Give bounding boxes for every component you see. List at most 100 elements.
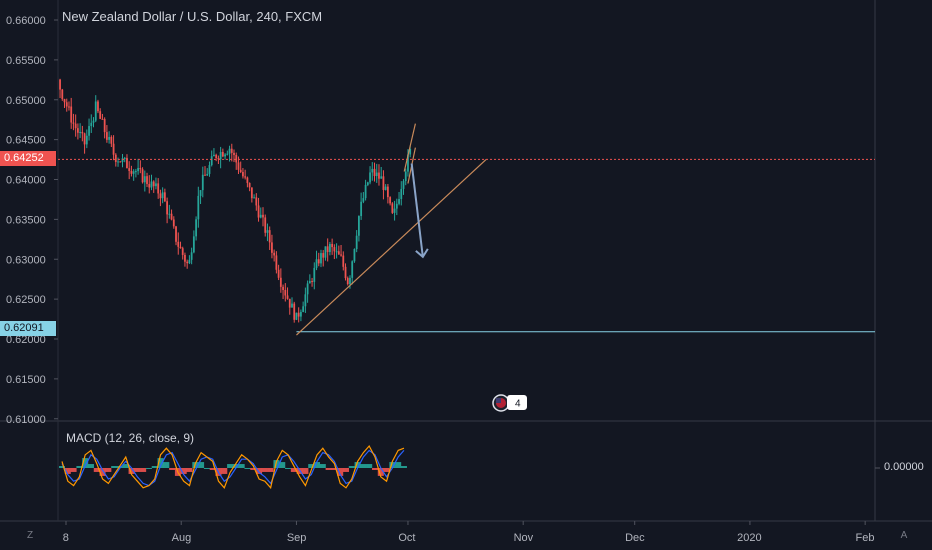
candle-body — [217, 158, 220, 160]
macd-histogram-bar — [87, 464, 94, 468]
event-flag-icon[interactable]: 4 — [491, 393, 529, 413]
candle-body — [355, 235, 358, 250]
support-price-tag: 0.62091 — [0, 321, 56, 336]
macd-histogram-bar — [244, 468, 251, 469]
macd-histogram-bar — [157, 458, 164, 468]
candle-body — [386, 186, 389, 198]
candle-body — [333, 247, 336, 252]
macd-histogram-bar — [163, 462, 170, 468]
candle-body — [90, 122, 93, 127]
macd-histogram-bar — [337, 468, 344, 476]
candle-body — [228, 148, 231, 154]
candle-body — [389, 197, 392, 204]
candle-body — [166, 201, 169, 215]
candle-body — [159, 193, 162, 199]
candle-body — [284, 289, 287, 296]
candle-body — [349, 277, 351, 285]
wedge-line — [403, 123, 416, 172]
candle-body — [291, 303, 293, 308]
candle-body — [273, 252, 276, 256]
candle-body — [219, 151, 222, 160]
candle-body — [306, 283, 309, 295]
candle-body — [250, 187, 253, 199]
candle-body — [92, 120, 95, 123]
candle-body — [99, 111, 102, 119]
candle-body — [94, 101, 97, 121]
candle-body — [382, 176, 385, 190]
candle-body — [224, 154, 226, 157]
candle-body — [226, 153, 229, 155]
candle-body — [119, 161, 122, 163]
candle-body — [322, 253, 325, 258]
candle-body — [137, 167, 140, 172]
macd-histogram-bar — [227, 464, 234, 468]
macd-histogram-bar — [238, 464, 245, 468]
candle-body — [108, 136, 111, 140]
auto-scale-button[interactable]: A — [900, 530, 908, 541]
candle-body — [242, 172, 244, 177]
candle-body — [302, 306, 305, 312]
candle-body — [163, 192, 166, 202]
candle-body — [233, 152, 235, 155]
candle-body — [248, 182, 251, 188]
candle-body — [262, 214, 264, 218]
candle-body — [402, 181, 405, 189]
y-tick-label: 0.62000 — [6, 334, 46, 346]
candle-body — [259, 214, 262, 218]
candle-body — [277, 269, 280, 278]
candle-body — [130, 170, 133, 174]
candle-body — [337, 251, 340, 255]
candle-body — [268, 230, 271, 243]
candle-body — [114, 154, 117, 162]
candle-body — [360, 201, 363, 217]
macd-histogram-bar — [82, 458, 89, 468]
macd-histogram-bar — [70, 468, 77, 472]
macd-histogram-bar — [400, 466, 407, 468]
macd-histogram-bar — [343, 468, 350, 472]
macd-histogram-bar — [59, 466, 65, 468]
candle-body — [105, 132, 108, 140]
candle-body — [101, 118, 104, 120]
candles — [59, 78, 412, 323]
x-tick-label: Oct — [398, 532, 415, 544]
candle-body — [244, 176, 247, 178]
candle-body — [72, 122, 75, 124]
macd-title: MACD (12, 26, close, 9) — [66, 431, 195, 445]
y-tick-label: 0.63500 — [6, 214, 46, 226]
candle-body — [351, 261, 354, 278]
candle-body — [139, 167, 142, 170]
candle-body — [123, 157, 126, 159]
macd-zero-label: 0.00000 — [884, 461, 924, 473]
candle-body — [97, 101, 99, 112]
timezone-button[interactable]: Z — [26, 530, 34, 541]
candle-body — [157, 183, 160, 194]
macd-histogram-bar — [354, 462, 361, 468]
candle-body — [186, 261, 189, 264]
candle-body — [195, 219, 197, 237]
candle-body — [148, 183, 151, 188]
candle-body — [279, 277, 282, 287]
candle-body — [79, 131, 82, 133]
y-tick-label: 0.64000 — [6, 175, 46, 187]
candle-body — [88, 126, 90, 136]
x-tick-label: Dec — [625, 532, 645, 544]
candle-body — [398, 199, 400, 204]
candle-body — [264, 217, 267, 233]
candle-body — [235, 154, 238, 163]
candle-body — [407, 154, 409, 172]
candle-body — [141, 169, 144, 183]
macd-histogram-bar — [290, 468, 297, 472]
candle-body — [61, 89, 64, 100]
macd-histogram-bar — [116, 466, 123, 468]
candle-body — [329, 243, 331, 253]
candle-body — [168, 213, 171, 215]
candle-body — [117, 161, 119, 163]
candle-body — [331, 243, 334, 248]
y-tick-label: 0.63000 — [6, 254, 46, 266]
candle-body — [293, 303, 296, 320]
candle-body — [378, 172, 380, 179]
candle-body — [215, 154, 218, 159]
candle-body — [181, 248, 184, 255]
y-tick-label: 0.62500 — [6, 294, 46, 306]
